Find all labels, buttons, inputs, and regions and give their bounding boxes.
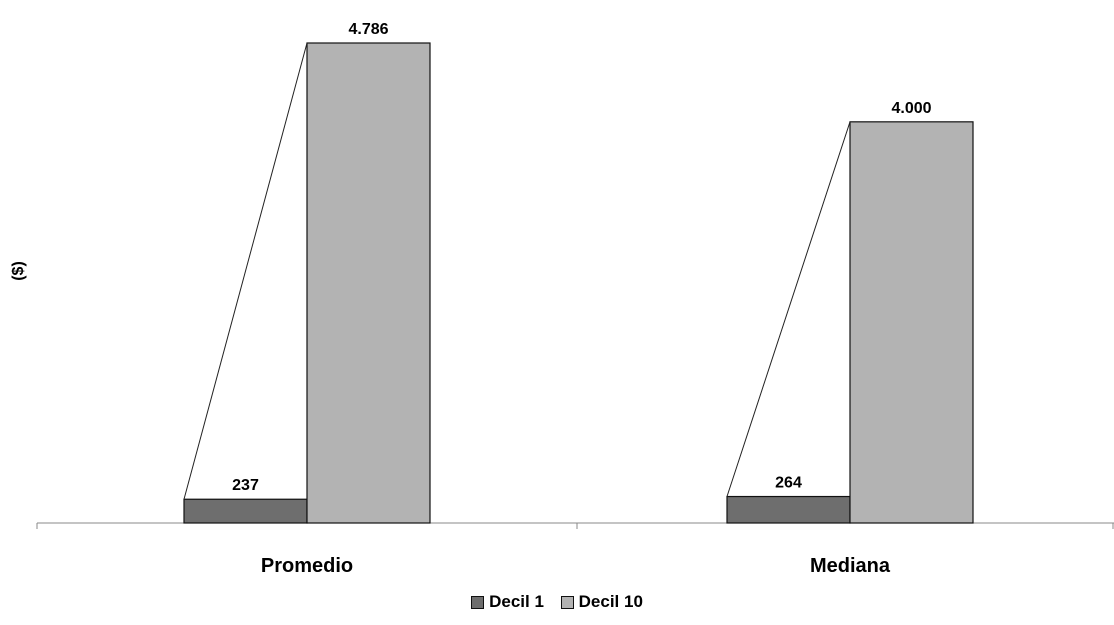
legend-label-decil-1: Decil 1 [489, 592, 544, 611]
bar-decil-1-promedio [183, 498, 308, 524]
category-label-mediana: Mediana [810, 555, 891, 577]
bar-decil-1-mediana [726, 495, 851, 524]
legend-swatch-decil-10 [560, 595, 574, 609]
bar-chart: 237 4.786 Promedio 264 4.000 Mediana [36, 21, 1114, 577]
legend-label-decil-10: Decil 10 [578, 592, 643, 611]
y-axis-label: ($) [10, 261, 27, 281]
data-label-decil-1-mediana: 264 [775, 475, 802, 492]
legend-item-decil-10: Decil 10 [560, 592, 643, 612]
legend: Decil 1 Decil 10 [0, 592, 1114, 614]
data-label-decil-1-promedio: 237 [232, 477, 259, 494]
connector-line-promedio [183, 42, 308, 500]
legend-item-decil-1: Decil 1 [471, 592, 544, 612]
connector-line-mediana [726, 121, 851, 497]
bar-decil-10-mediana [849, 121, 974, 524]
data-label-decil-10-promedio: 4.786 [348, 21, 388, 38]
data-label-decil-10-mediana: 4.000 [891, 100, 931, 117]
legend-swatch-decil-1 [471, 595, 485, 609]
bar-decil-10-promedio [306, 42, 431, 524]
category-label-promedio: Promedio [261, 555, 353, 577]
